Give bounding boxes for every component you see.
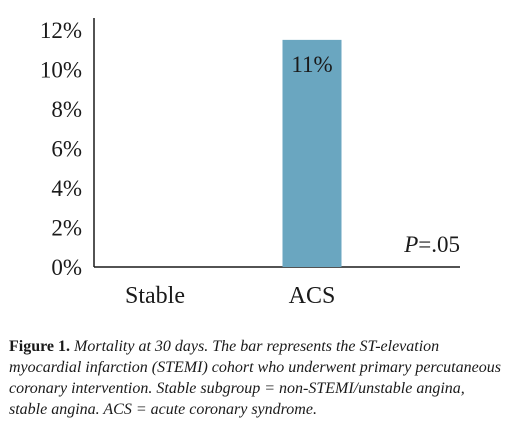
x-category-label: Stable — [125, 283, 185, 309]
figure-caption-text: Mortality at 30 days. The bar represents… — [9, 338, 501, 418]
y-tick-label: 10% — [40, 58, 82, 83]
bar-acs — [282, 39, 342, 267]
p-value-annotation: P=.05 — [403, 232, 460, 257]
y-tick-label: 4% — [51, 176, 82, 201]
bar-chart: 0% 2% 4% 6% 8% 10% 12% 11% Stable ACS P=.05 — [40, 18, 460, 309]
y-tick-label: 8% — [51, 97, 82, 122]
y-tick-label: 0% — [51, 255, 82, 280]
y-tick-label: 2% — [51, 216, 82, 241]
y-tick-label: 6% — [51, 137, 82, 162]
bar-data-label: 11% — [291, 52, 332, 77]
y-tick-label: 12% — [40, 18, 82, 43]
figure-label: Figure 1. — [9, 338, 71, 355]
x-category-label: ACS — [289, 283, 336, 309]
figure-caption: Figure 1. Mortality at 30 days. The bar … — [9, 336, 505, 420]
